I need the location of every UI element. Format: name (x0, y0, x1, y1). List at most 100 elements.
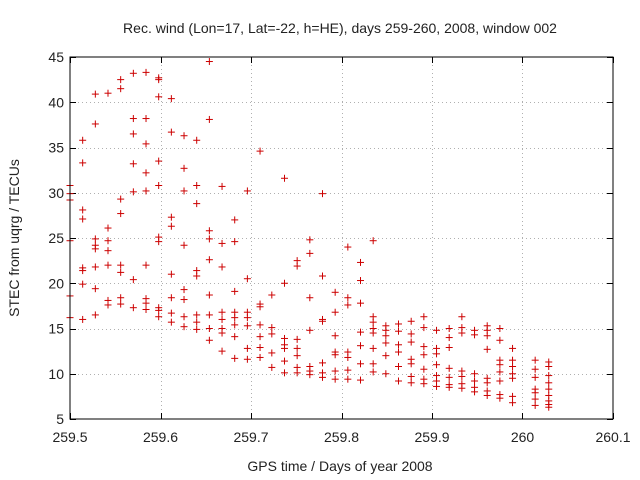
data-point (471, 331, 479, 339)
data-point (509, 374, 517, 382)
data-point (193, 311, 201, 319)
data-point (167, 213, 175, 221)
data-point (369, 329, 377, 337)
data-point (243, 314, 251, 322)
x-tick-label: 259.8 (324, 429, 359, 445)
y-tick-label: 35 (48, 140, 64, 156)
data-point (268, 330, 276, 338)
data-point (205, 227, 213, 235)
data-point (231, 287, 239, 295)
data-point (155, 313, 163, 321)
data-point (471, 370, 479, 378)
y-tick-label: 30 (48, 185, 64, 201)
data-point (531, 395, 539, 403)
data-point (268, 291, 276, 299)
data-point (180, 241, 188, 249)
data-point (129, 115, 137, 123)
y-tick-label: 20 (48, 275, 64, 291)
data-point (344, 353, 352, 361)
data-point (91, 245, 99, 253)
data-point (129, 304, 137, 312)
data-point (445, 364, 453, 372)
data-point (142, 299, 150, 307)
data-point (117, 210, 125, 218)
data-point (545, 385, 553, 393)
data-point (344, 366, 352, 374)
data-point (483, 379, 491, 387)
data-point (167, 318, 175, 326)
data-point (407, 360, 415, 368)
data-point (79, 206, 87, 214)
data-point (231, 354, 239, 362)
data-point (344, 375, 352, 383)
data-point (243, 355, 251, 363)
data-point (231, 314, 239, 322)
data-point (142, 169, 150, 177)
y-tick-label: 10 (48, 366, 64, 382)
data-point (205, 311, 213, 319)
data-point (496, 394, 504, 402)
data-point (293, 344, 301, 352)
data-point (458, 329, 466, 337)
data-points (66, 58, 553, 411)
data-point (509, 356, 517, 364)
y-tick-label: 40 (48, 94, 64, 110)
axis-ticks: 259.5 259.6 259.7 259.8 259.9 260 260.1 5 10 15 20… (48, 49, 630, 445)
data-point (433, 382, 441, 390)
data-point (193, 318, 201, 326)
data-point (129, 276, 137, 284)
data-point (205, 235, 213, 243)
data-point (357, 277, 365, 285)
x-tick-label: 259.5 (52, 429, 87, 445)
data-point (357, 258, 365, 266)
data-point (445, 373, 453, 381)
data-point (256, 344, 264, 352)
data-point (407, 372, 415, 380)
data-point (180, 164, 188, 172)
data-point (142, 140, 150, 148)
data-point (205, 58, 213, 66)
data-point (79, 215, 87, 223)
y-tick-label: 45 (48, 49, 64, 65)
data-point (155, 93, 163, 101)
grid-lines (70, 57, 613, 419)
data-point (180, 132, 188, 140)
data-point (129, 160, 137, 168)
data-point (545, 372, 553, 380)
data-point (496, 368, 504, 376)
data-point (331, 288, 339, 296)
data-point (357, 360, 365, 368)
data-point (433, 350, 441, 358)
data-point (420, 343, 428, 351)
data-point (142, 115, 150, 123)
data-point (193, 182, 201, 190)
x-tick-label: 260 (511, 429, 535, 445)
data-point (79, 280, 87, 288)
data-point (293, 352, 301, 360)
data-point (167, 270, 175, 278)
data-point (104, 301, 112, 309)
data-point (382, 370, 390, 378)
data-point (458, 372, 466, 380)
data-point (545, 379, 553, 387)
data-point (193, 200, 201, 208)
data-point (496, 325, 504, 332)
data-point (180, 313, 188, 321)
x-tick-label: 259.9 (414, 429, 449, 445)
data-point (243, 187, 251, 195)
data-point (331, 375, 339, 383)
data-point (483, 391, 491, 399)
data-point (218, 239, 226, 247)
data-point (155, 182, 163, 190)
data-point (280, 279, 288, 287)
data-point (79, 159, 87, 167)
data-point (180, 296, 188, 304)
data-point (420, 365, 428, 373)
data-point (545, 363, 553, 371)
data-point (91, 235, 99, 243)
data-point (180, 286, 188, 294)
data-point (280, 369, 288, 377)
data-point (509, 344, 517, 352)
data-point (142, 305, 150, 313)
